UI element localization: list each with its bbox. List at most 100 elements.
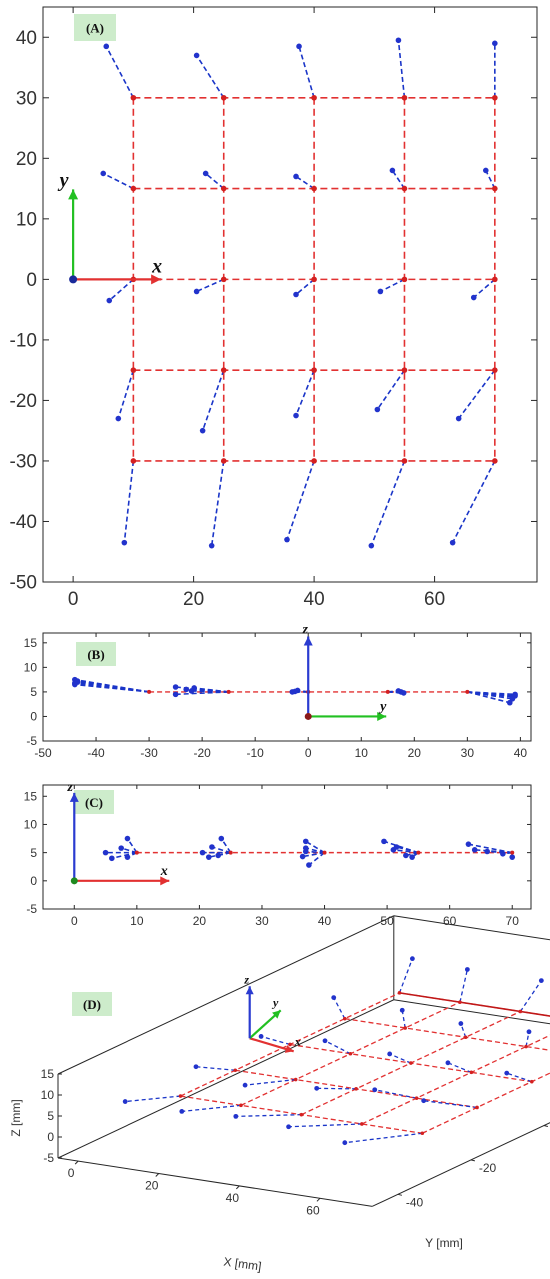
grid-node [147, 689, 152, 694]
x-tick-label: 0 [71, 914, 78, 928]
x-tick-label: -30 [140, 746, 158, 760]
x-tick-label: 20 [183, 589, 204, 610]
needle-tip [172, 684, 179, 690]
grid-node [409, 1061, 413, 1065]
needle-tip [302, 845, 309, 851]
grid-node [414, 1096, 419, 1100]
grid-node [299, 1112, 304, 1117]
needle-line [235, 1114, 302, 1118]
needle-line [220, 838, 232, 854]
x-tick-label: 30 [255, 914, 269, 928]
needle-tip [193, 288, 200, 295]
x-tick-label: 0 [68, 589, 79, 610]
needle-line [383, 840, 419, 854]
needle-tip [191, 685, 197, 691]
grid-node [463, 1035, 468, 1040]
needle-line [181, 1104, 242, 1113]
needle-tip [106, 297, 113, 304]
grid-node [322, 850, 327, 855]
needle-line [380, 278, 405, 293]
needle-line [210, 460, 225, 546]
needle-tip [293, 412, 299, 419]
frame-origin [304, 712, 312, 720]
z-tick-label: -5 [43, 1151, 54, 1165]
x-axis-title: X [mm] [223, 1254, 263, 1273]
x-tick-label: 20 [145, 1179, 159, 1193]
needle-line [111, 851, 138, 860]
z-tick-label: 0 [47, 1130, 54, 1144]
y-tick-label: 10 [24, 818, 38, 832]
needle-tip [121, 539, 128, 546]
z-axis-title: Z [mm] [9, 1099, 23, 1136]
grid-node [220, 367, 227, 373]
y-tick-label: 0 [26, 270, 37, 291]
needle-tip [102, 849, 109, 856]
x-axis-arrow-head [151, 274, 162, 285]
grid-node [239, 1103, 243, 1108]
y-tick [543, 1125, 549, 1128]
x-tick [155, 1173, 160, 1177]
y-axis-arrow-head [377, 711, 387, 721]
needle-line [120, 847, 138, 854]
x-tick-label: 10 [130, 914, 144, 928]
x-tick-label: 20 [193, 914, 207, 928]
needle-tip [465, 841, 472, 847]
needle-line [295, 175, 315, 190]
z-tick-label: 15 [41, 1067, 55, 1081]
y-tick-label: 5 [30, 685, 37, 699]
needle-line [473, 278, 496, 299]
needle-tip [374, 406, 381, 413]
grid-node [311, 185, 317, 192]
needle-tip [258, 1034, 264, 1039]
y-tick-label: -30 [10, 452, 37, 473]
grid-node [130, 458, 137, 464]
frame-z-label: z [301, 622, 308, 637]
x-tick-label: 20 [408, 746, 422, 760]
needle-tip [183, 686, 190, 693]
x-tick-label: -50 [34, 746, 52, 760]
grid-node [420, 1131, 425, 1136]
x-axis-line [57, 1157, 373, 1207]
grid-node [226, 689, 231, 694]
needle-line [74, 682, 150, 693]
needle-tip [393, 844, 400, 850]
grid-node [311, 94, 317, 101]
grid-node [130, 94, 137, 101]
needle-tip [109, 855, 115, 862]
needle-line [195, 54, 225, 99]
y-tick-label: 15 [24, 789, 38, 803]
y-tick-label: -5 [26, 734, 37, 748]
grid-node [518, 1009, 523, 1014]
z-axis-arrow-head [69, 792, 79, 802]
x-tick-label: -20 [193, 746, 211, 760]
needle-tip [233, 1113, 239, 1119]
needle-line [370, 460, 406, 546]
frame-x-label: x [151, 255, 162, 277]
needle-line [525, 1031, 530, 1047]
grid-node [530, 1079, 534, 1084]
x-tick-label: 70 [506, 914, 520, 928]
x-tick-label: -40 [87, 746, 105, 760]
grid-node [178, 1094, 183, 1098]
needle-tip [306, 862, 312, 868]
box-edge [57, 999, 395, 1159]
needle-line [519, 980, 542, 1012]
grid-node [311, 276, 317, 283]
needle-line [295, 369, 315, 416]
needle-tip [342, 1140, 348, 1146]
grid-node [403, 1026, 408, 1030]
panel-label-box [76, 642, 116, 666]
needle-tip [296, 43, 302, 50]
grid-node [401, 94, 408, 101]
plot-frame [42, 784, 532, 910]
needle-line [458, 369, 496, 420]
needle-line [506, 1072, 533, 1083]
needle-tip [381, 838, 387, 845]
needle-tip [400, 690, 407, 696]
frame-x-label: x [294, 1034, 301, 1048]
needle-tip [293, 173, 299, 180]
needle-tip [215, 852, 221, 859]
x-tick-label: 10 [355, 746, 369, 760]
y-tick [397, 1193, 403, 1196]
needle-tip [399, 1007, 405, 1013]
